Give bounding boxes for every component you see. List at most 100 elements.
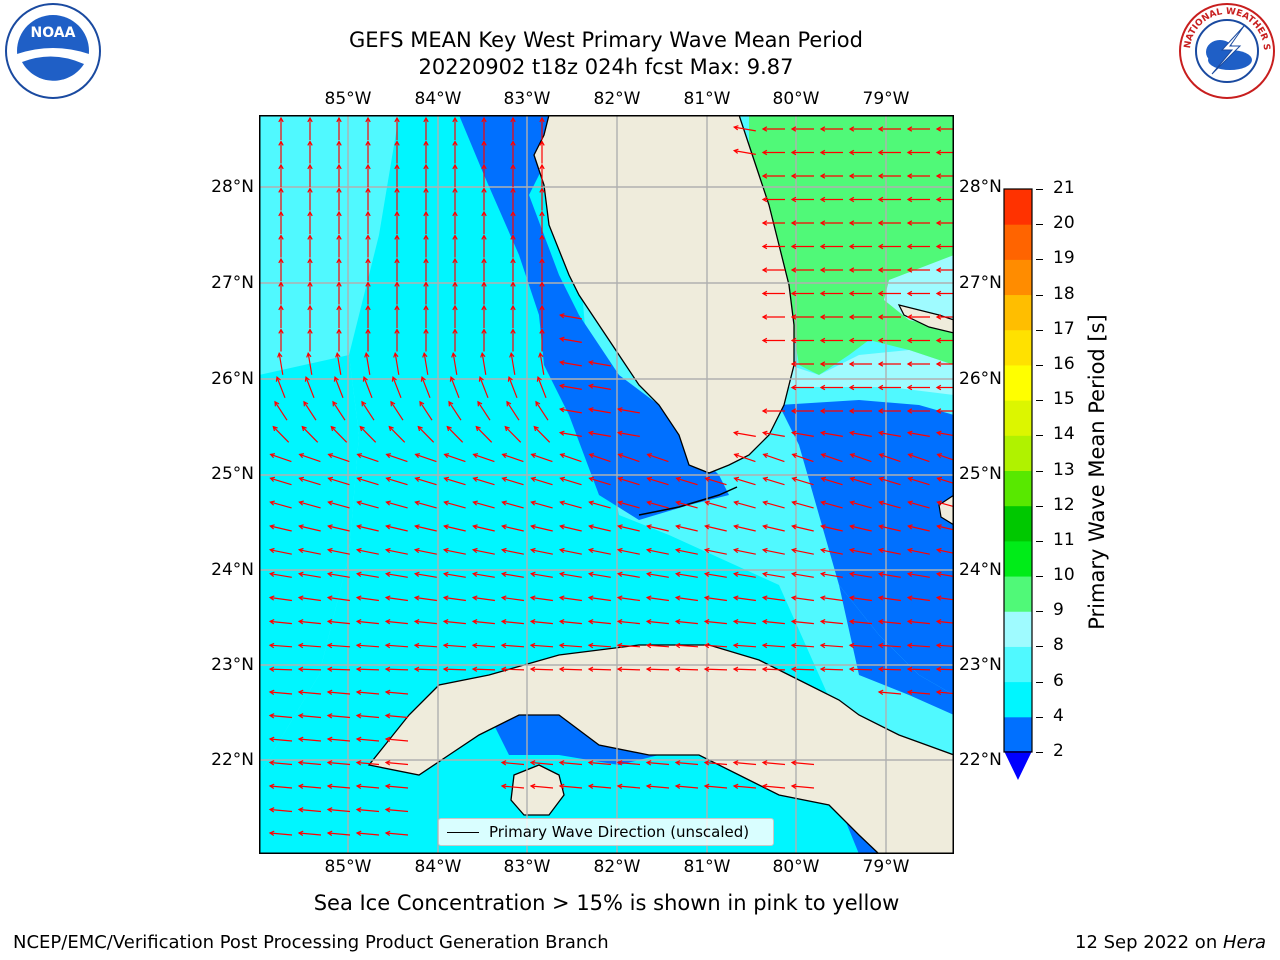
- wave-arrow-head: [423, 328, 429, 334]
- wave-arrow-head: [790, 760, 797, 766]
- wave-arrow: [357, 596, 379, 602]
- wave-arrow-head: [587, 571, 594, 577]
- lat-tick-left: 24°N: [211, 560, 254, 580]
- wave-arrow-head: [365, 234, 371, 240]
- wave-arrow-head: [307, 257, 313, 264]
- wave-arrow-head: [617, 476, 624, 482]
- wave-arrow: [589, 453, 611, 463]
- wave-arrow-head: [278, 116, 284, 123]
- wave-arrow-head: [449, 376, 455, 382]
- wave-arrow-head: [616, 547, 623, 554]
- colorbar-box: [1004, 400, 1032, 436]
- wave-arrow-head: [849, 524, 855, 530]
- wave-arrow: [298, 785, 322, 789]
- lon-tick-top: 85°W: [324, 89, 372, 109]
- wave-arrow: [705, 549, 727, 555]
- wave-arrow-head: [326, 666, 333, 672]
- wave-arrow-head: [703, 666, 710, 672]
- wave-arrow-head: [558, 571, 565, 577]
- wave-arrow-head: [471, 642, 478, 649]
- wave-arrow-head: [558, 666, 565, 672]
- wave-arrow: [560, 525, 582, 532]
- wave-arrow-head: [935, 595, 942, 601]
- wave-arrow-head: [790, 290, 797, 297]
- wave-arrow-head: [790, 243, 797, 250]
- lat-tick-left: 26°N: [211, 369, 254, 389]
- colorbar-tick-label: 12: [1053, 494, 1075, 515]
- wave-arrow-head: [384, 571, 391, 577]
- wave-arrow: [357, 549, 379, 555]
- wave-arrow-head: [558, 783, 565, 790]
- wave-arrow-head: [935, 384, 942, 391]
- wave-arrow-head: [510, 328, 516, 334]
- wave-arrow-head: [298, 524, 304, 530]
- wave-arrow: [361, 401, 375, 421]
- wave-arrow-head: [394, 304, 400, 311]
- wave-arrow: [618, 453, 640, 463]
- wave-arrow-head: [471, 571, 478, 577]
- wave-arrow-head: [935, 149, 942, 156]
- wave-arrow: [676, 525, 698, 532]
- wave-arrow-head: [646, 524, 652, 530]
- wave-arrow-head: [326, 760, 333, 766]
- wave-arrow: [821, 620, 843, 625]
- wave-arrow-head: [278, 210, 284, 217]
- wave-arrow-head: [616, 595, 623, 601]
- lat-tick-left: 28°N: [211, 177, 254, 197]
- wave-arrow-head: [906, 666, 913, 672]
- wave-arrow: [473, 573, 495, 578]
- wave-arrow: [388, 426, 406, 443]
- wave-arrow-head: [268, 713, 275, 719]
- wave-arrow: [473, 501, 495, 509]
- wave-arrow-head: [530, 500, 536, 506]
- noaa-logo-text: NOAA: [31, 25, 76, 41]
- wave-arrow: [473, 525, 495, 532]
- wave-arrow: [415, 501, 437, 509]
- wave-arrow-head: [704, 500, 710, 506]
- wave-arrow-head: [906, 243, 913, 250]
- wave-arrow-head: [935, 642, 942, 649]
- wave-arrow-head: [417, 425, 423, 432]
- wave-arrow-head: [935, 408, 942, 414]
- wave-arrow: [733, 644, 757, 648]
- wave-arrow: [270, 477, 292, 486]
- wave-arrow: [676, 573, 698, 578]
- wave-arrow-head: [268, 736, 275, 743]
- wave-arrow-head: [413, 642, 420, 649]
- wave-arrow: [452, 353, 458, 375]
- wave-arrow-head: [646, 453, 653, 459]
- wave-arrow-head: [877, 547, 884, 554]
- wave-arrow: [332, 401, 346, 421]
- wave-direction-arrows: [268, 116, 954, 837]
- wave-arrow: [444, 453, 466, 463]
- wave-arrow: [937, 453, 954, 461]
- wave-arrow-head: [330, 425, 336, 432]
- wave-arrow-head: [588, 453, 595, 459]
- wave-arrow: [276, 376, 286, 399]
- wave-arrow-head: [504, 425, 510, 432]
- wave-arrow: [327, 668, 351, 671]
- wave-arrow: [821, 525, 843, 532]
- wave-arrow-head: [733, 500, 739, 506]
- wave-arrow-head: [674, 571, 681, 577]
- wave-arrow-head: [327, 476, 334, 482]
- wave-arrow-head: [539, 140, 545, 146]
- wave-arrow: [560, 453, 582, 463]
- colorbar-tick-mark: [1036, 329, 1043, 331]
- wave-arrow-head: [298, 500, 304, 506]
- wave-arrow-head: [443, 453, 450, 459]
- wave-arrow: [328, 573, 350, 578]
- wave-arrow-head: [452, 187, 458, 193]
- colorbar-tick-label: 19: [1053, 248, 1075, 269]
- wave-arrow: [504, 426, 522, 443]
- wave-arrow: [560, 338, 582, 343]
- wave-arrow-head: [423, 163, 429, 170]
- cuba-land: [367, 644, 954, 854]
- wave-arrow: [879, 501, 901, 509]
- wave-arrow-head: [481, 187, 487, 193]
- wave-arrow: [415, 525, 437, 532]
- wave-arrow-head: [848, 642, 855, 649]
- wave-arrow-head: [819, 149, 826, 156]
- wave-arrow-head: [790, 430, 797, 436]
- wave-arrow-head: [365, 210, 371, 217]
